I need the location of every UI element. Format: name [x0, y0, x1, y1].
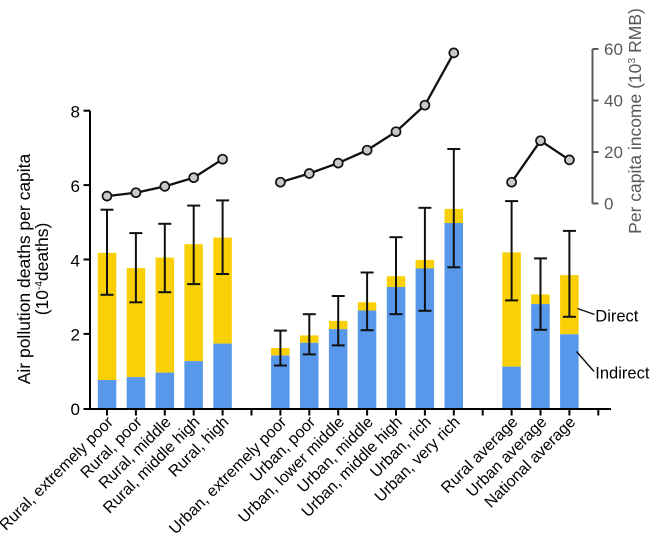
svg-text:Air pollution deaths per capit: Air pollution deaths per capita	[14, 153, 34, 384]
svg-text:(10-4deaths): (10-4deaths)	[32, 223, 52, 316]
svg-text:0: 0	[604, 195, 613, 214]
svg-text:0: 0	[71, 400, 80, 419]
svg-text:40: 40	[604, 92, 623, 111]
svg-text:60: 60	[604, 40, 623, 59]
svg-text:4: 4	[71, 251, 80, 270]
svg-text:6: 6	[71, 177, 80, 196]
svg-text:Indirect: Indirect	[595, 365, 650, 383]
svg-text:8: 8	[71, 103, 80, 122]
svg-text:20: 20	[604, 143, 623, 162]
svg-text:Per capita income (103 RMB): Per capita income (103 RMB)	[625, 8, 645, 234]
svg-text:Direct: Direct	[595, 308, 639, 326]
svg-text:2: 2	[71, 326, 80, 345]
